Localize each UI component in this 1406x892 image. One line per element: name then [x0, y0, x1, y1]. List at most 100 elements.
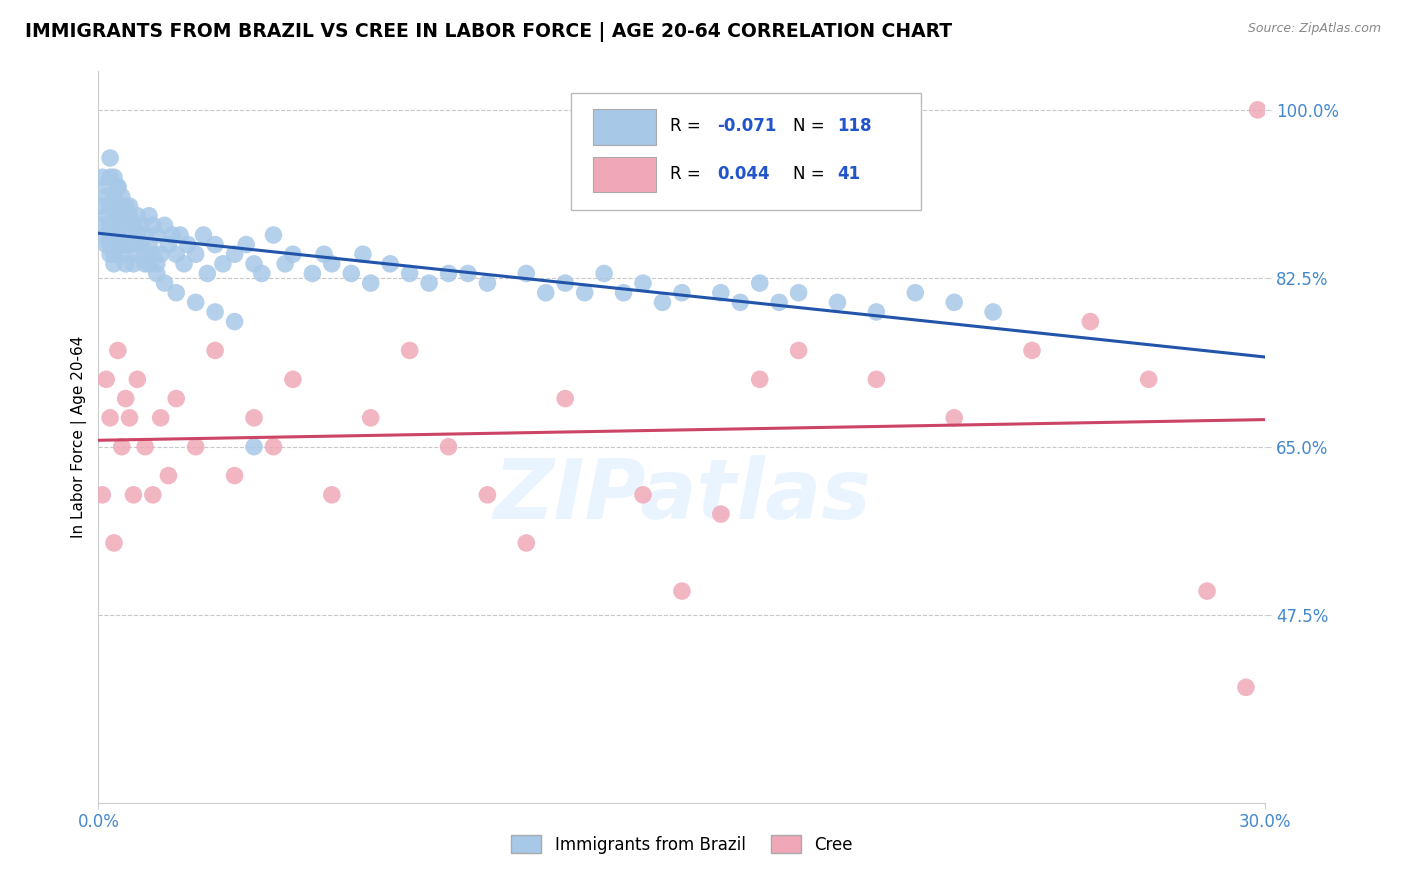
Point — [748, 372, 770, 386]
Point — [96, 179, 118, 194]
Point — [111, 219, 134, 233]
Point — [98, 219, 121, 233]
Point — [134, 440, 156, 454]
Point — [114, 392, 136, 406]
Point — [904, 285, 927, 300]
Point — [162, 227, 184, 242]
Point — [224, 247, 246, 261]
Point — [340, 267, 363, 281]
Point — [165, 247, 187, 261]
Point — [142, 488, 165, 502]
Point — [114, 257, 136, 271]
Point — [138, 209, 160, 223]
Y-axis label: In Labor Force | Age 20-64: In Labor Force | Age 20-64 — [72, 336, 87, 538]
Point — [193, 227, 215, 242]
Point — [380, 257, 402, 271]
Point — [103, 209, 125, 223]
Point — [312, 247, 335, 261]
Point — [274, 257, 297, 271]
Point — [418, 276, 440, 290]
Point — [1137, 372, 1160, 386]
Point — [103, 170, 125, 185]
Point — [118, 209, 141, 223]
Point — [593, 267, 616, 281]
Point — [534, 285, 557, 300]
Point — [107, 343, 129, 358]
Point — [212, 257, 235, 271]
Point — [153, 219, 176, 233]
Point — [138, 257, 160, 271]
Point — [107, 227, 129, 242]
Point — [204, 305, 226, 319]
Point — [96, 189, 118, 203]
Point — [165, 392, 187, 406]
Point — [224, 468, 246, 483]
Point — [149, 247, 172, 261]
Point — [98, 151, 121, 165]
Point — [129, 219, 152, 233]
Point — [301, 267, 323, 281]
Point — [730, 295, 752, 310]
Point — [127, 227, 149, 242]
Point — [184, 440, 207, 454]
Text: R =: R = — [671, 117, 706, 136]
Point — [865, 305, 887, 319]
Point — [111, 199, 134, 213]
Point — [157, 468, 180, 483]
Point — [129, 237, 152, 252]
FancyBboxPatch shape — [593, 157, 657, 192]
Point — [118, 199, 141, 213]
Point — [865, 372, 887, 386]
Point — [165, 285, 187, 300]
Point — [768, 295, 790, 310]
Point — [118, 237, 141, 252]
Point — [122, 219, 145, 233]
Point — [98, 237, 121, 252]
Text: N =: N = — [793, 117, 830, 136]
Point — [631, 276, 654, 290]
Point — [122, 219, 145, 233]
Point — [554, 276, 576, 290]
Point — [1195, 584, 1218, 599]
Text: N =: N = — [793, 165, 830, 183]
Text: R =: R = — [671, 165, 706, 183]
Point — [321, 488, 343, 502]
Point — [107, 179, 129, 194]
Point — [142, 247, 165, 261]
Point — [91, 488, 114, 502]
Point — [352, 247, 374, 261]
Point — [96, 209, 118, 223]
Point — [118, 410, 141, 425]
Point — [98, 170, 121, 185]
Point — [1246, 103, 1268, 117]
Point — [177, 237, 200, 252]
Legend: Immigrants from Brazil, Cree: Immigrants from Brazil, Cree — [505, 829, 859, 860]
Point — [173, 257, 195, 271]
Point — [96, 227, 118, 242]
Point — [142, 219, 165, 233]
Point — [1080, 315, 1102, 329]
Point — [103, 257, 125, 271]
Point — [827, 295, 849, 310]
Text: 0.044: 0.044 — [717, 165, 769, 183]
Point — [134, 247, 156, 261]
Point — [1234, 681, 1257, 695]
Point — [631, 488, 654, 502]
Point — [98, 410, 121, 425]
Point — [184, 247, 207, 261]
Point — [134, 257, 156, 271]
Point — [114, 237, 136, 252]
Point — [103, 189, 125, 203]
Point — [138, 237, 160, 252]
Point — [250, 267, 273, 281]
Point — [96, 372, 118, 386]
Point — [515, 267, 537, 281]
Point — [107, 219, 129, 233]
Point — [398, 343, 420, 358]
Point — [574, 285, 596, 300]
Point — [98, 199, 121, 213]
Point — [651, 295, 673, 310]
Point — [149, 410, 172, 425]
Point — [146, 227, 169, 242]
Point — [360, 410, 382, 425]
